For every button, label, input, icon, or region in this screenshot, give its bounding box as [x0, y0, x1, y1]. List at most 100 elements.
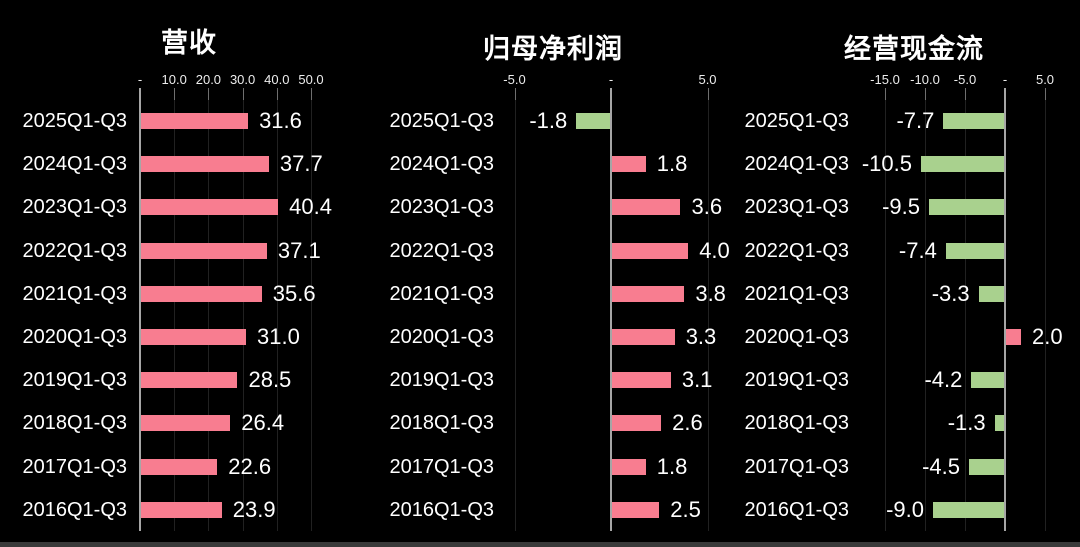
- bar: [921, 156, 1004, 173]
- category-label: 2016Q1-Q3: [22, 498, 127, 521]
- category-label: 2023Q1-Q3: [389, 196, 494, 219]
- value-label: 4.0: [699, 237, 730, 263]
- axis-tick-label: -: [137, 72, 143, 87]
- category-label: 2020Q1-Q3: [22, 326, 127, 348]
- gridline: [311, 100, 312, 531]
- bar: [612, 285, 685, 302]
- category-label: 2022Q1-Q3: [744, 239, 849, 262]
- value-label: 31.6: [259, 108, 302, 133]
- category-label: 2022Q1-Q3: [389, 239, 494, 262]
- chart-title-revenue: 营收: [161, 28, 217, 58]
- axis-tick-label: 5.0: [698, 72, 717, 87]
- value-label: 2.0: [1032, 324, 1063, 349]
- category-label: 2017Q1-Q3: [389, 455, 494, 478]
- axis-tick-label: -5.0: [953, 72, 977, 87]
- axis-tick-mark: [885, 88, 886, 100]
- value-label: -10.5: [861, 151, 912, 177]
- category-label: 2019Q1-Q3: [389, 369, 494, 392]
- bar: [612, 199, 681, 216]
- axis-tick-label: 5.0: [1035, 72, 1055, 87]
- gridline: [514, 100, 516, 531]
- value-label: -1.8: [529, 108, 568, 133]
- bar: [994, 415, 1004, 432]
- gridline: [1045, 100, 1046, 531]
- value-label: -1.3: [947, 410, 986, 436]
- axis-tick-mark: [311, 88, 312, 100]
- axis-tick-label: -10.0: [910, 72, 940, 87]
- bar: [141, 372, 238, 389]
- bar: [612, 415, 662, 432]
- axis-tick-label: 10.0: [161, 72, 187, 87]
- zero-axis-line: [610, 88, 612, 531]
- value-label: 2.6: [672, 410, 703, 436]
- bar: [141, 329, 247, 345]
- category-label: 2024Q1-Q3: [389, 153, 494, 176]
- axis-tick-mark: [925, 88, 926, 100]
- category-label: 2016Q1-Q3: [389, 498, 494, 521]
- axis-tick-label: 20.0: [195, 72, 222, 87]
- axis-tick-label: 30.0: [229, 72, 256, 87]
- bar: [612, 242, 689, 259]
- gridline: [174, 100, 176, 531]
- category-label: 2019Q1-Q3: [744, 369, 849, 392]
- zero-axis-line: [1004, 88, 1006, 531]
- axis-tick-label: 40.0: [264, 72, 290, 87]
- bar: [1006, 329, 1021, 345]
- chart-title-operating-cash-flow: 经营现金流: [844, 34, 984, 64]
- bar: [971, 372, 1004, 389]
- value-label: 28.5: [248, 367, 292, 393]
- bar: [141, 156, 269, 173]
- bar: [576, 113, 610, 129]
- value-label: 3.8: [695, 280, 726, 306]
- axis-tick-mark: [1045, 88, 1046, 100]
- value-label: -3.3: [931, 280, 970, 306]
- bar: [978, 285, 1004, 302]
- value-label: 31.0: [257, 324, 300, 349]
- axis-tick-label: -: [1002, 72, 1008, 87]
- value-label: 1.8: [656, 453, 688, 479]
- zero-axis-line: [139, 88, 141, 531]
- value-label: 22.6: [228, 453, 272, 479]
- category-label: 2025Q1-Q3: [389, 110, 494, 132]
- axis-tick-mark: [276, 88, 278, 100]
- value-label: 35.6: [272, 280, 316, 306]
- category-label: 2018Q1-Q3: [389, 412, 494, 435]
- category-label: 2023Q1-Q3: [22, 196, 127, 219]
- chart-title-net-profit: 归母净利润: [483, 34, 623, 64]
- value-label: -7.7: [896, 108, 935, 133]
- value-label: 23.9: [232, 496, 276, 522]
- bar: [929, 199, 1004, 216]
- value-label: 2.5: [670, 496, 701, 522]
- category-label: 2024Q1-Q3: [744, 153, 849, 176]
- axis-tick-mark: [707, 88, 709, 100]
- bar: [612, 501, 660, 518]
- bar: [945, 242, 1004, 259]
- bar: [933, 501, 1004, 518]
- category-label: 2020Q1-Q3: [744, 326, 849, 348]
- value-label: 3.3: [685, 324, 717, 349]
- bar: [141, 113, 249, 129]
- gridline: [208, 100, 210, 531]
- category-label: 2025Q1-Q3: [744, 110, 849, 132]
- category-label: 2019Q1-Q3: [22, 369, 127, 392]
- bar: [141, 458, 218, 475]
- value-label: -4.2: [924, 367, 963, 393]
- window-bottom-edge: [0, 542, 1080, 547]
- value-label: 26.4: [241, 410, 285, 436]
- gridline: [885, 100, 886, 531]
- axis-tick-mark: [208, 88, 210, 100]
- axis-tick-label: -: [608, 72, 614, 87]
- value-label: 3.1: [681, 367, 713, 393]
- gridline: [965, 100, 966, 531]
- axis-tick-mark: [242, 88, 244, 100]
- bar: [612, 372, 671, 389]
- bar: [141, 501, 222, 518]
- bar: [612, 458, 646, 475]
- category-label: 2021Q1-Q3: [22, 282, 127, 305]
- category-label: 2022Q1-Q3: [22, 239, 127, 262]
- category-label: 2025Q1-Q3: [22, 110, 127, 132]
- value-label: 40.4: [289, 194, 332, 220]
- bar: [141, 242, 267, 259]
